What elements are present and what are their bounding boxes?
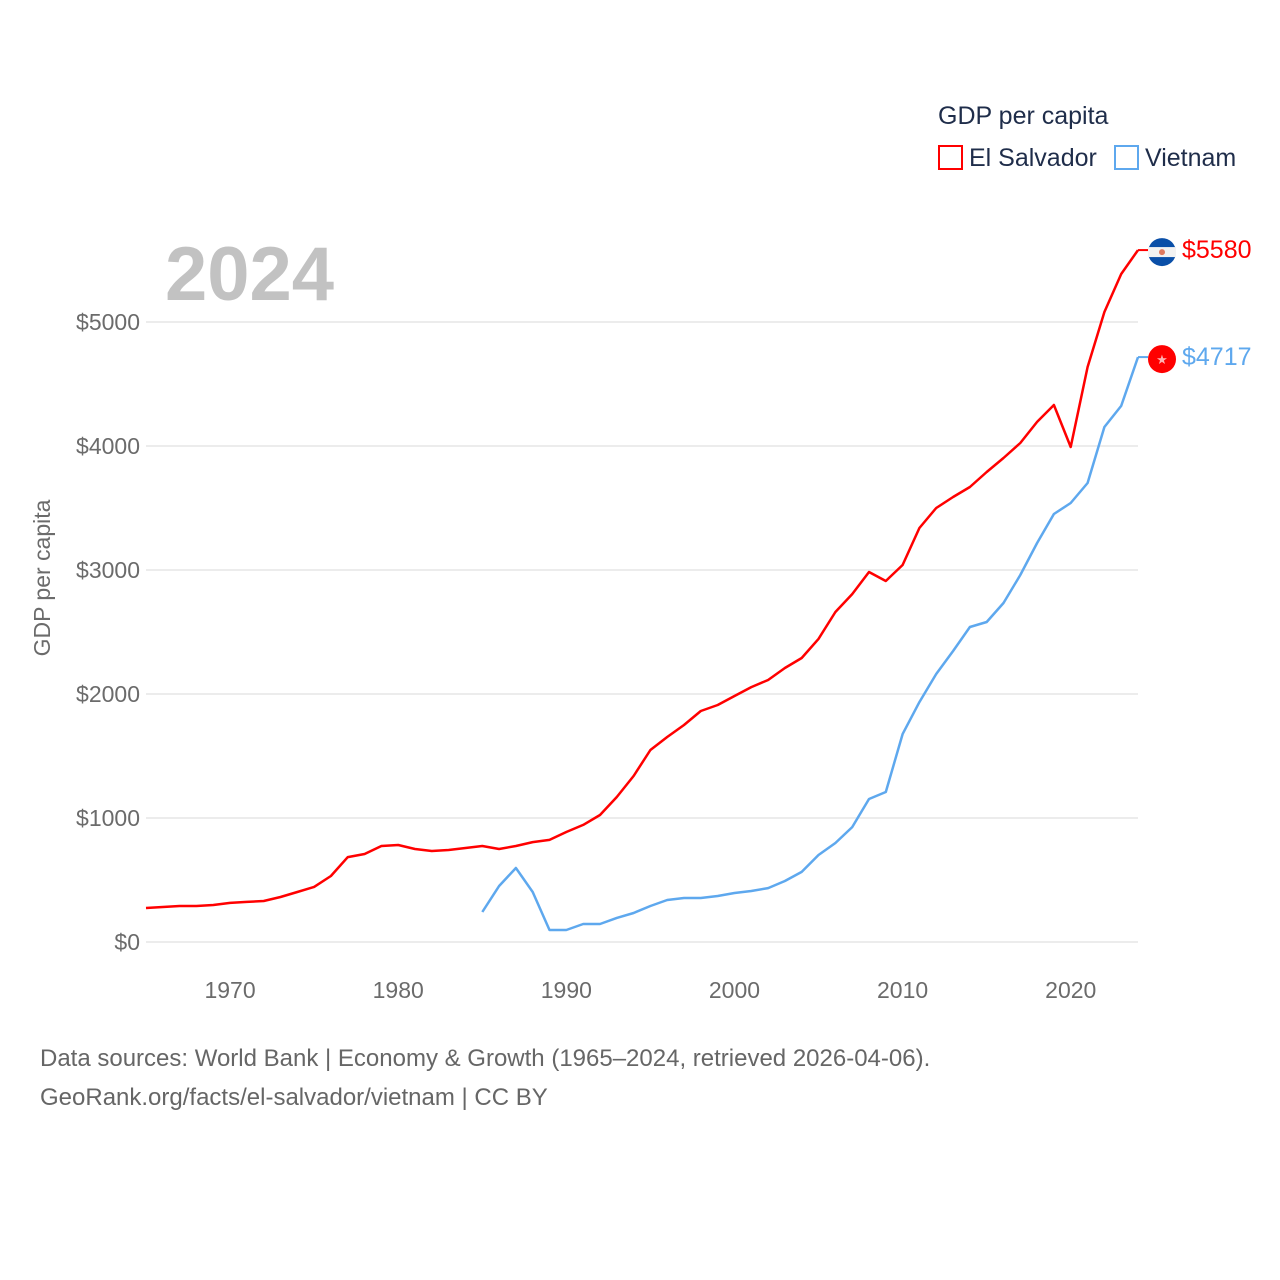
x-axis: 1970 1980 1990 2000 2010 2020: [204, 977, 1096, 1003]
vietnam-flag-icon: ★: [1148, 345, 1176, 374]
x-tick-label: 1990: [541, 977, 592, 1003]
footer-sources: Data sources: World Bank | Economy & Gro…: [40, 1045, 931, 1072]
series-line-vietnam: [481, 356, 1140, 932]
legend-label-vietnam: Vietnam: [1145, 144, 1236, 172]
y-tick-label: $5000: [76, 309, 140, 335]
x-tick-label: 1980: [373, 977, 424, 1003]
y-axis: $0 $1000 $2000 $3000 $4000 $5000: [76, 309, 140, 955]
x-tick-label: 2020: [1045, 977, 1096, 1003]
series-line-el-salvador: [145, 249, 1140, 910]
y-tick-label: $0: [114, 929, 140, 955]
flag-star: ★: [1156, 352, 1168, 367]
y-axis-label: GDP per capita: [29, 499, 55, 656]
legend-swatch-vietnam: [1114, 145, 1139, 170]
x-tick-label: 2010: [877, 977, 928, 1003]
y-tick-label: $2000: [76, 681, 140, 707]
end-value-label: $5580: [1182, 236, 1252, 264]
legend-swatch-el-salvador: [938, 145, 963, 170]
legend-label-el-salvador: El Salvador: [969, 144, 1097, 172]
y-tick-label: $3000: [76, 557, 140, 583]
grid-lines: [146, 321, 1138, 943]
flag-emblem: [1159, 249, 1165, 256]
x-tick-label: 1970: [204, 977, 255, 1003]
y-tick-label: $4000: [76, 433, 140, 459]
el-salvador-flag-icon: [1148, 238, 1176, 267]
legend: GDP per capita El Salvador Vietnam: [938, 102, 1236, 172]
end-value-label: $4717: [1182, 343, 1252, 371]
series-lines: [145, 249, 1140, 932]
end-labels: $5580 ★ $4717: [1138, 236, 1252, 374]
x-tick-label: 2000: [709, 977, 760, 1003]
flag-circle: [1148, 345, 1176, 374]
year-label: 2024: [165, 232, 334, 317]
legend-title: GDP per capita: [938, 102, 1109, 130]
y-tick-label: $1000: [76, 805, 140, 831]
footer-attribution: GeoRank.org/facts/el-salvador/vietnam | …: [40, 1084, 548, 1111]
